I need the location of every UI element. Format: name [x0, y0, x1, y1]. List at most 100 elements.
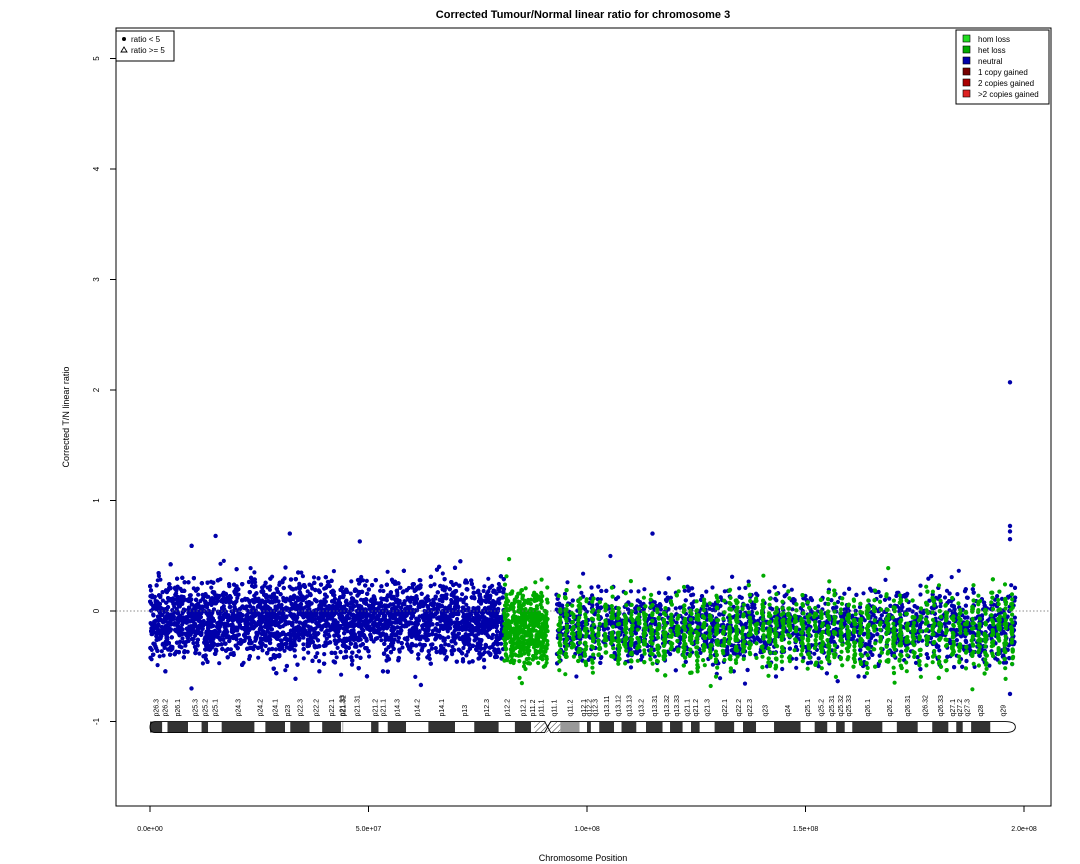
ideogram-band — [201, 721, 209, 733]
ideogram-band-label: p11.1 — [538, 699, 545, 716]
data-point — [354, 654, 359, 659]
ideogram-band-label: q25.31 — [829, 695, 836, 717]
data-point — [364, 578, 369, 584]
ideogram-band — [290, 721, 310, 733]
ideogram-band-label: p24.2 — [257, 699, 264, 717]
data-point — [416, 656, 421, 661]
ideogram-band-label: p23 — [285, 705, 292, 717]
ideogram-band — [208, 721, 222, 733]
ideogram-band — [514, 721, 532, 733]
ideogram-band-label: p14.1 — [439, 699, 446, 717]
ideogram-p-arm-outline — [149, 721, 549, 733]
ideogram-band — [534, 721, 548, 733]
ideogram-band-label: q13.13 — [627, 695, 634, 717]
ideogram-band-label: q25.32 — [838, 695, 845, 717]
data-point — [217, 661, 222, 666]
ideogram-band — [579, 721, 587, 733]
data-point — [248, 566, 253, 571]
ideogram-band-label: q22.3 — [747, 699, 754, 717]
ideogram-band — [699, 721, 715, 733]
data-point — [179, 645, 184, 650]
data-point — [267, 587, 272, 592]
ideogram-band — [852, 721, 883, 733]
data-point — [460, 592, 465, 597]
ideogram-band — [599, 721, 615, 733]
data-point — [155, 663, 160, 668]
ideogram-band-label: q13.32 — [664, 695, 671, 717]
ideogram-band — [285, 721, 291, 733]
data-point — [348, 630, 353, 636]
ideogram-band — [691, 721, 700, 733]
ideogram-band-label: p21.31 — [355, 695, 362, 717]
series-neutral — [148, 380, 1018, 697]
data-point — [263, 643, 268, 649]
data-point — [292, 654, 298, 659]
ideogram-band-label: q25.33 — [846, 695, 853, 717]
ideogram-band-label: q27.3 — [965, 699, 972, 717]
data-point — [209, 585, 214, 590]
data-point — [496, 581, 501, 587]
data-point — [335, 645, 340, 651]
ideogram-band-label: q22.1 — [722, 699, 729, 717]
ideogram-band — [221, 721, 255, 733]
data-point — [413, 674, 418, 680]
ideogram-band-label: p25.2 — [202, 699, 209, 717]
ideogram-band — [756, 721, 775, 733]
ideogram-band-label: q23 — [763, 705, 770, 717]
data-point — [273, 647, 278, 652]
data-point — [155, 578, 160, 583]
data-point — [349, 662, 355, 667]
data-point — [322, 633, 327, 638]
data-point — [417, 578, 422, 583]
data-point — [400, 645, 405, 650]
data-point — [191, 640, 196, 646]
ideogram-band-label: q26.33 — [938, 695, 945, 717]
ideogram-band — [896, 721, 918, 733]
ideogram-band-label: q26.32 — [923, 695, 930, 717]
data-point — [301, 642, 306, 647]
data-point — [464, 602, 469, 607]
data-point — [226, 634, 231, 639]
data-point — [307, 582, 312, 587]
data-point — [378, 588, 383, 593]
data-point — [334, 655, 339, 660]
data-point — [234, 637, 239, 642]
data-points — [148, 380, 1018, 697]
ideogram-band-label: q13.2 — [639, 699, 646, 717]
data-point — [348, 591, 353, 596]
data-point — [282, 648, 287, 653]
data-point — [324, 636, 329, 641]
data-point — [490, 632, 496, 638]
ideogram-band — [614, 721, 622, 733]
ideogram-band-label: p14.2 — [415, 699, 422, 717]
ideogram-band — [734, 721, 744, 733]
data-point — [494, 633, 499, 638]
ideogram-band — [387, 721, 407, 733]
data-point — [482, 665, 487, 670]
data-point — [283, 668, 288, 673]
ideogram-band — [882, 721, 897, 733]
ideogram-band — [636, 721, 646, 733]
ideogram-band-label: q26.31 — [905, 695, 912, 717]
data-point — [432, 582, 437, 587]
ideogram-band — [844, 721, 853, 733]
ideogram-band — [962, 721, 972, 733]
ideogram-band-label: p24.3 — [236, 699, 243, 717]
plot-frame — [115, 27, 1052, 807]
ideogram-band — [560, 721, 580, 733]
ideogram-band — [428, 721, 456, 733]
ideogram-band — [774, 721, 801, 733]
data-point — [339, 672, 344, 677]
chart-title: Corrected Tumour/Normal linear ratio for… — [436, 9, 730, 21]
data-point — [359, 574, 364, 580]
ideogram-band — [254, 721, 266, 733]
ideogram-band-label: p26.3 — [154, 699, 161, 717]
ideogram-band — [990, 721, 1016, 733]
ideogram-band — [800, 721, 815, 733]
ideogram-band-label: p21.2 — [372, 699, 379, 717]
ideogram-band — [662, 721, 671, 733]
ideogram-band-label: q27.2 — [957, 699, 964, 717]
ideogram-band — [814, 721, 828, 733]
ideogram-band — [167, 721, 189, 733]
